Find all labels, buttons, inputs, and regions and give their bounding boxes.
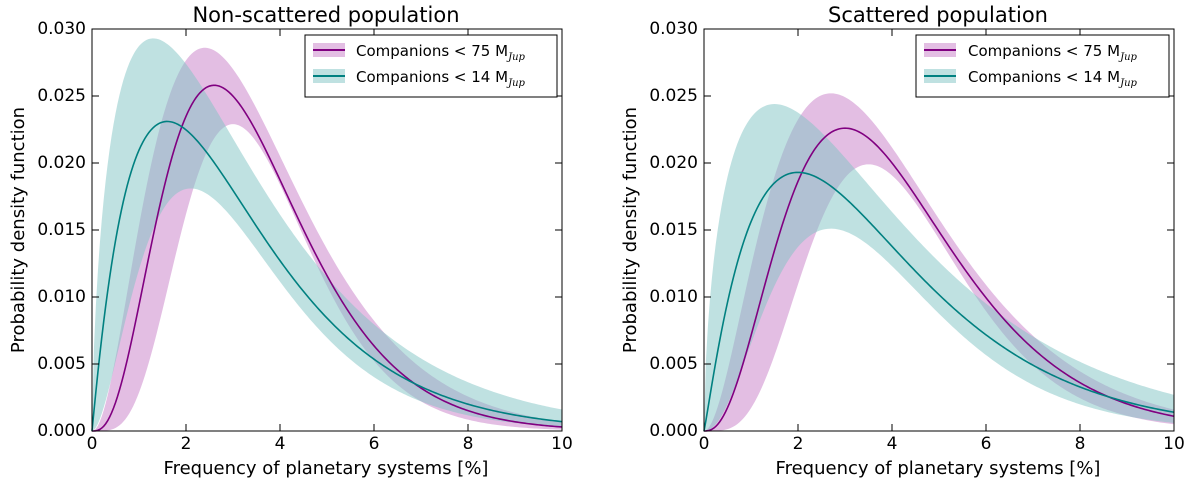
x-tick-label: 2: [181, 434, 192, 454]
line-left-14: [91, 120, 563, 432]
x-tick-label: 2: [793, 434, 804, 454]
y-tick-label: 0.010: [37, 287, 86, 307]
band-left-14: [92, 38, 562, 431]
x-tick-label: 4: [275, 434, 286, 454]
y-tick-label: 0.010: [649, 287, 698, 307]
legend-box: [915, 34, 1170, 98]
legend-box: [304, 34, 558, 98]
legend-label-14: Companions < 14 MJup: [968, 68, 1138, 89]
lines-right: [703, 127, 1175, 432]
legend-label-14: Companions < 14 MJup: [356, 68, 526, 89]
y-tick-label: 0.030: [37, 19, 86, 39]
y-tick-label: 0.005: [649, 354, 698, 374]
x-axis-label-right: Frequency of planetary systems [%]: [776, 458, 1101, 479]
y-axis-label-left: Probability density function: [8, 107, 29, 353]
y-tick-label: 0.025: [37, 86, 86, 106]
bands-left: [92, 38, 562, 431]
x-tick-label: 8: [463, 434, 474, 454]
x-tick-label: 8: [1075, 434, 1086, 454]
y-axis-label-right: Probability density function: [620, 107, 641, 353]
chart-title-left: Non-scattered population: [192, 3, 459, 27]
band-right-14: [704, 104, 1174, 431]
y-tick-label: 0.000: [37, 421, 86, 441]
x-tick-label: 10: [551, 434, 573, 454]
panel-left: Non-scattered population Frequency of pl…: [8, 3, 573, 479]
x-tick-label: 0: [699, 434, 710, 454]
ticks-right: [703, 28, 1175, 432]
bands-right: [704, 93, 1174, 431]
legend-left: Companions < 75 MJup Companions < 14 MJu…: [304, 34, 558, 98]
lines-left: [91, 84, 563, 432]
line-left-75: [91, 84, 563, 432]
x-tick-label: 6: [981, 434, 992, 454]
y-tick-label: 0.025: [649, 86, 698, 106]
y-tick-label: 0.000: [649, 421, 698, 441]
x-tick-label: 4: [887, 434, 898, 454]
panel-right: Scattered population Frequency of planet…: [620, 3, 1185, 479]
x-tick-label: 0: [87, 434, 98, 454]
x-axis-label-left: Frequency of planetary systems [%]: [164, 458, 489, 479]
y-tick-label: 0.015: [649, 220, 698, 240]
legend-right: Companions < 75 MJup Companions < 14 MJu…: [915, 34, 1170, 98]
y-tick-label: 0.020: [649, 153, 698, 173]
legend-label-75: Companions < 75 MJup: [968, 42, 1138, 63]
y-tick-label: 0.030: [649, 19, 698, 39]
legend-label-75: Companions < 75 MJup: [356, 42, 526, 63]
chart-title-right: Scattered population: [828, 3, 1048, 27]
line-right-75: [703, 127, 1175, 432]
y-tick-label: 0.015: [37, 220, 86, 240]
y-tick-label: 0.020: [37, 153, 86, 173]
x-tick-label: 6: [369, 434, 380, 454]
line-right-14: [703, 171, 1175, 432]
x-tick-label: 10: [1163, 434, 1185, 454]
y-tick-label: 0.005: [37, 354, 86, 374]
